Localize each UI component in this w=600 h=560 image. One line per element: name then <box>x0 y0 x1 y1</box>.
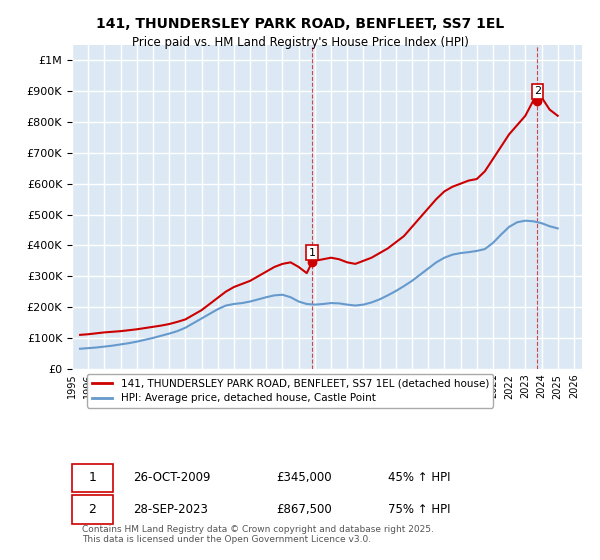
Text: 26-OCT-2009: 26-OCT-2009 <box>133 471 211 484</box>
Text: 45% ↑ HPI: 45% ↑ HPI <box>388 471 451 484</box>
Text: 75% ↑ HPI: 75% ↑ HPI <box>388 503 451 516</box>
Text: 28-SEP-2023: 28-SEP-2023 <box>133 503 208 516</box>
Legend: 141, THUNDERSLEY PARK ROAD, BENFLEET, SS7 1EL (detached house), HPI: Average pri: 141, THUNDERSLEY PARK ROAD, BENFLEET, SS… <box>88 374 493 408</box>
FancyBboxPatch shape <box>72 496 113 524</box>
Text: 141, THUNDERSLEY PARK ROAD, BENFLEET, SS7 1EL: 141, THUNDERSLEY PARK ROAD, BENFLEET, SS… <box>96 17 504 31</box>
Text: £867,500: £867,500 <box>276 503 332 516</box>
Text: Contains HM Land Registry data © Crown copyright and database right 2025.
This d: Contains HM Land Registry data © Crown c… <box>82 525 434 544</box>
Text: 2: 2 <box>534 86 541 96</box>
FancyBboxPatch shape <box>72 464 113 492</box>
Text: £345,000: £345,000 <box>276 471 332 484</box>
Text: Price paid vs. HM Land Registry's House Price Index (HPI): Price paid vs. HM Land Registry's House … <box>131 36 469 49</box>
Text: 2: 2 <box>88 503 97 516</box>
Text: 1: 1 <box>308 248 316 258</box>
Text: 1: 1 <box>88 471 97 484</box>
